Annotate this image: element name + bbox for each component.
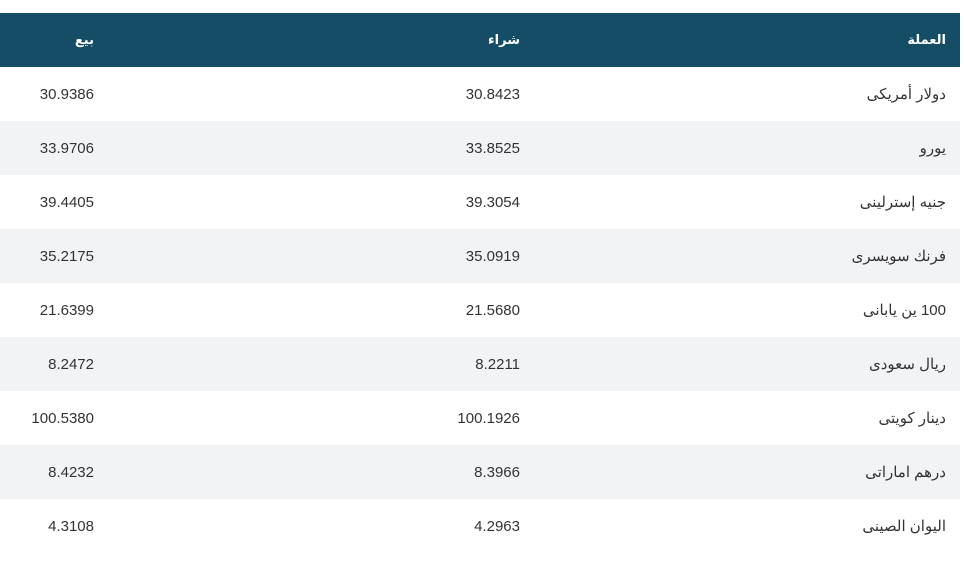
sell-cell: 100.5380 <box>31 409 94 427</box>
sell-cell: 33.9706 <box>0 121 106 175</box>
currency-cell: دينار كويتى <box>878 410 946 427</box>
currency-cell: ريال سعودى <box>540 337 960 391</box>
buy-cell: 8.2211 <box>106 337 540 391</box>
currency-cell: اليوان الصينى <box>862 518 946 535</box>
currency-cell: درهم اماراتى <box>540 445 960 499</box>
currency-cell: دولار أمريكى <box>866 86 946 103</box>
rate-row: اليوان الصينى 4.2963 4.3108 <box>0 499 960 553</box>
buy-cell: 100.1926 <box>457 409 520 427</box>
rate-row: يورو 33.8525 33.9706 <box>0 121 960 175</box>
rate-row: ريال سعودى 8.2211 8.2472 <box>0 337 960 391</box>
table-head: العملة شراء بيع <box>0 13 960 67</box>
rate-row: دولار أمريكى 30.8423 30.9386 <box>0 67 960 121</box>
header-cell: شراء <box>106 13 540 67</box>
currency-cell: 100 ين يابانى <box>862 302 946 319</box>
currency-cell: جنيه إسترلينى <box>859 194 946 211</box>
rate-row: فرنك سويسرى 35.0919 35.2175 <box>0 229 960 283</box>
buy-cell: 8.3966 <box>106 445 540 499</box>
header-cell: العملة <box>540 13 960 67</box>
sell-cell: 8.2472 <box>0 337 106 391</box>
sell-cell: 21.6399 <box>39 301 94 319</box>
buy-cell: 39.3054 <box>465 193 520 211</box>
rate-row: دينار كويتى 100.1926 100.5380 <box>0 391 960 445</box>
rates-table: العملة شراء بيع دولار أمريكى 30.8423 30.93… <box>0 13 960 553</box>
sell-cell: 35.2175 <box>0 229 106 283</box>
buy-cell: 35.0919 <box>106 229 540 283</box>
rate-row: 100 ين يابانى 21.5680 21.6399 <box>0 283 960 337</box>
sell-cell: 39.4405 <box>39 193 94 211</box>
header-row: العملة شراء بيع <box>0 13 960 67</box>
currency-cell: يورو <box>540 121 960 175</box>
buy-cell: 21.5680 <box>465 301 520 319</box>
rate-row: درهم اماراتى 8.3966 8.4232 <box>0 445 960 499</box>
sell-cell: 4.3108 <box>48 517 94 535</box>
rate-row: جنيه إسترلينى 39.3054 39.4405 <box>0 175 960 229</box>
buy-cell: 4.2963 <box>474 517 520 535</box>
sell-cell: 30.9386 <box>39 85 94 103</box>
rates-container: العملة شراء بيع دولار أمريكى 30.8423 30.93… <box>0 13 960 553</box>
currency-cell: فرنك سويسرى <box>540 229 960 283</box>
table-body: دولار أمريكى 30.8423 30.9386 يورو 33.8525 33.… <box>0 67 960 553</box>
header-cell: بيع <box>0 13 106 67</box>
sell-cell: 8.4232 <box>0 445 106 499</box>
buy-cell: 33.8525 <box>106 121 540 175</box>
buy-cell: 30.8423 <box>465 85 520 103</box>
